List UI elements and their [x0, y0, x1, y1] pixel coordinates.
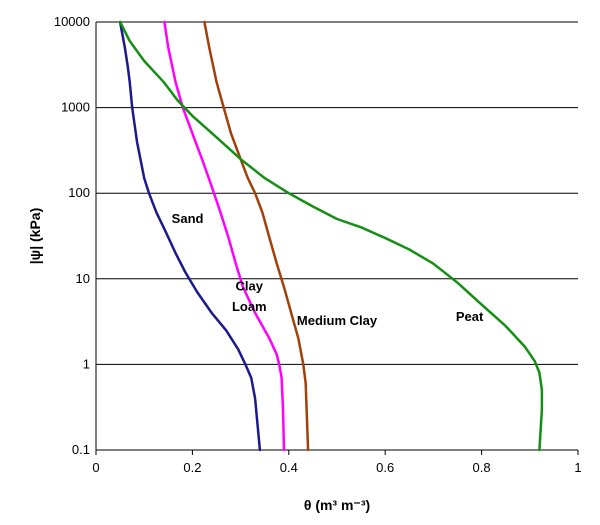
series-clay-loam: [163, 20, 286, 452]
y-tick-labels: 0.1 1 10 100 1000 10000: [54, 14, 90, 457]
x-tick-label: 0.2: [183, 460, 201, 475]
y-axis-title: |ψ| (kPa): [27, 208, 43, 265]
series-peat: [118, 20, 544, 452]
x-tick-label: 1: [574, 460, 581, 475]
x-tick-labels: 0 0.2 0.4 0.6 0.8 1: [92, 450, 582, 475]
series-sand: [118, 20, 262, 452]
x-tick-label: 0.4: [280, 460, 298, 475]
y-tick-label: 1: [83, 356, 90, 371]
x-axis-title: θ (m³ m⁻³): [304, 497, 370, 513]
curve-labels: Sand Clay Loam Medium Clay Peat: [172, 211, 484, 328]
y-tick-label: 0.1: [72, 442, 90, 457]
label-clay-loam: Loam: [232, 299, 267, 314]
y-tick-label: 1000: [61, 100, 90, 115]
y-tick-label: 10: [76, 271, 90, 286]
series-medium-clay: [203, 20, 310, 452]
x-tick-label: 0.8: [473, 460, 491, 475]
x-tick-label: 0: [92, 460, 99, 475]
y-tick-label: 100: [68, 185, 90, 200]
label-clay-loam: Clay: [236, 278, 264, 293]
label-medium-clay: Medium Clay: [297, 313, 378, 328]
label-peat: Peat: [456, 309, 484, 324]
x-tick-label: 0.6: [376, 460, 394, 475]
label-sand: Sand: [172, 211, 204, 226]
series-lines: [118, 20, 544, 452]
y-tick-label: 10000: [54, 14, 90, 29]
